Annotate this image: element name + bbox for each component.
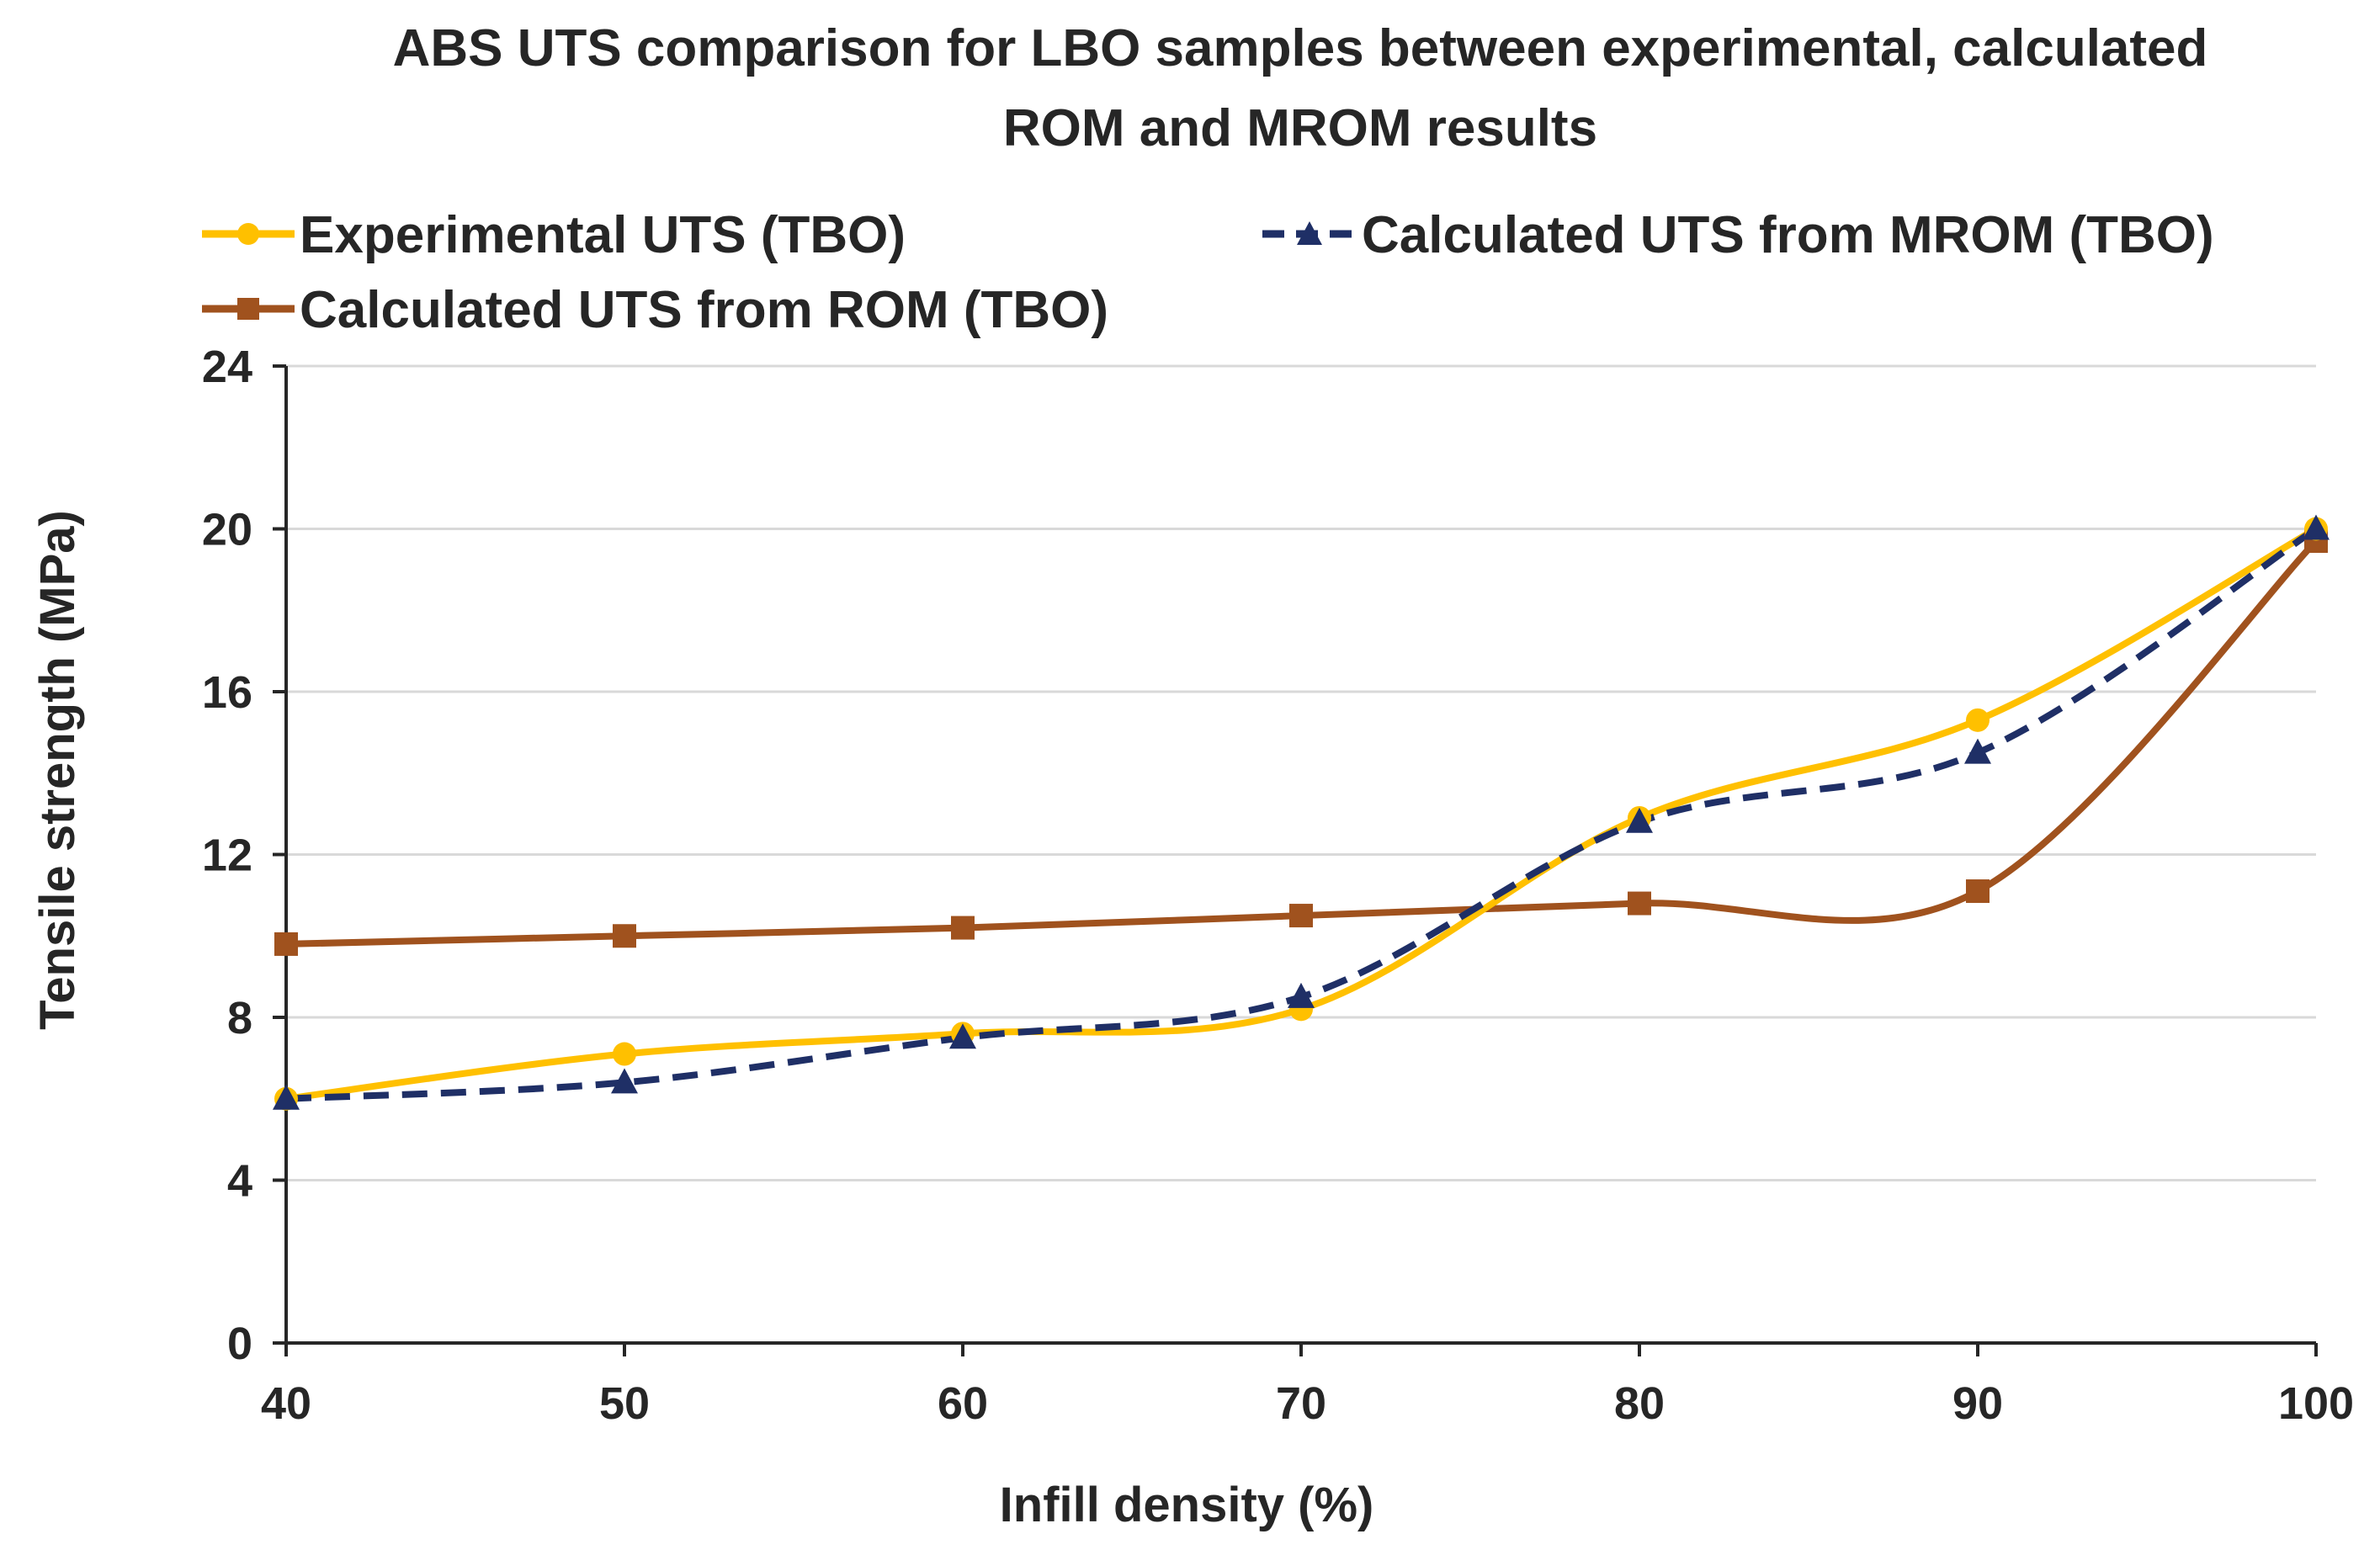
data-point-mrom-80: [1626, 807, 1653, 833]
data-point-rom-50: [613, 924, 636, 948]
series-line-rom: [285, 539, 2319, 948]
x-tick-label-6: 100: [2278, 1378, 2354, 1429]
legend-marker-rom: [237, 298, 259, 320]
y-tick-label-6: 24: [202, 342, 252, 392]
y-tick-label-4: 16: [202, 667, 252, 718]
data-point-mrom-50: [611, 1068, 638, 1094]
y-tick-label-3: 12: [202, 831, 252, 881]
legend-marker-mrom: [1297, 221, 1322, 245]
x-tick-labels: 40 50 60 70 80 90 100: [261, 1378, 2354, 1429]
x-axis-title: Infill density (%): [1000, 1478, 1374, 1532]
x-tick-label-4: 80: [1614, 1378, 1665, 1429]
y-tick-label-0: 0: [227, 1319, 252, 1369]
legend-item-mrom: Calculated UTS from MROM (TBO): [1262, 206, 2214, 264]
y-tick-label-5: 20: [202, 505, 252, 555]
data-point-mrom-90: [1964, 738, 1991, 764]
chart-title-line-1: ABS UTS comparison for LBO samples betwe…: [393, 19, 2208, 77]
y-tick-labels: 0 4 8 12 16 20 24: [202, 342, 252, 1369]
legend-item-experimental: Experimental UTS (TBO): [202, 206, 906, 264]
series-markers: [273, 514, 2330, 1111]
legend-label-mrom: Calculated UTS from MROM (TBO): [1362, 206, 2214, 264]
x-tick-label-0: 40: [261, 1378, 311, 1429]
data-point-experimental-50: [613, 1042, 636, 1066]
series-line-mrom: [285, 526, 2319, 1102]
legend-item-rom: Calculated UTS from ROM (TBO): [202, 281, 1108, 339]
data-point-mrom-40: [273, 1084, 300, 1110]
x-tick-label-1: 50: [599, 1378, 650, 1429]
data-point-rom-80: [1628, 891, 1651, 916]
y-tick-label-2: 8: [227, 993, 252, 1043]
legend-label-experimental: Experimental UTS (TBO): [300, 206, 906, 264]
data-point-rom-70: [1289, 904, 1313, 928]
legend: Experimental UTS (TBO) Calculated UTS fr…: [202, 206, 2214, 339]
data-point-mrom-100: [2303, 514, 2330, 540]
x-tick-label-5: 90: [1952, 1378, 2003, 1429]
data-point-rom-60: [951, 916, 975, 940]
data-point-rom-90: [1966, 879, 1990, 904]
legend-label-rom: Calculated UTS from ROM (TBO): [300, 281, 1108, 339]
x-tick-label-3: 70: [1276, 1378, 1326, 1429]
data-point-mrom-70: [1288, 982, 1315, 1008]
data-point-rom-40: [274, 932, 298, 956]
axes: [273, 364, 2318, 1356]
legend-marker-experimental: [237, 223, 259, 245]
x-tick-label-2: 60: [938, 1378, 988, 1429]
y-axis-title: Tensile strength (MPa): [30, 510, 85, 1030]
chart-title-line-2: ROM and MROM results: [1003, 99, 1597, 157]
data-point-experimental-90: [1966, 708, 1990, 732]
y-tick-label-1: 4: [227, 1156, 252, 1207]
data-point-mrom-60: [949, 1023, 976, 1049]
